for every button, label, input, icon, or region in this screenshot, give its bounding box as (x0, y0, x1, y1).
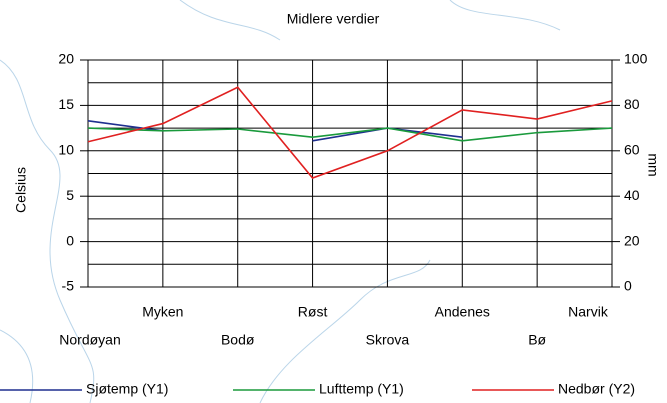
y2-tick-label: 80 (624, 96, 640, 112)
x-tick-label: Myken (142, 304, 183, 320)
x-tick-label: Røst (298, 304, 328, 320)
y2-axis-label: mm (645, 153, 661, 176)
y2-tick-label: 100 (624, 51, 648, 67)
x-tick-label: Andenes (435, 304, 490, 320)
y-tick-label: 5 (66, 187, 74, 203)
map-background (0, 0, 561, 403)
legend-label: Sjøtemp (Y1) (86, 381, 168, 397)
y-tick-label: 0 (66, 232, 74, 248)
y2-tick-label: 40 (624, 187, 640, 203)
y-tick-label: 20 (58, 51, 74, 67)
x-tick-label: Narvik (568, 304, 609, 320)
legend-label: Lufttemp (Y1) (319, 381, 404, 397)
x-tick-label: Bodø (221, 332, 255, 348)
x-tick-label: Bø (528, 332, 546, 348)
legend-label: Nedbør (Y2) (558, 381, 635, 397)
y2-tick-label: 0 (624, 278, 632, 294)
y-tick-label: -5 (62, 278, 75, 294)
y2-tick-label: 20 (624, 232, 640, 248)
x-tick-label: Skrova (366, 332, 410, 348)
y2-tick-label: 60 (624, 142, 640, 158)
y-axis-label: Celsius (13, 167, 29, 213)
x-tick-label: Nordøyan (59, 332, 120, 348)
series-line (87, 127, 613, 142)
series-line (87, 86, 613, 179)
y-tick-label: 15 (58, 96, 74, 112)
chart-title: Midlere verdier (287, 11, 380, 27)
y-tick-label: 10 (58, 142, 74, 158)
